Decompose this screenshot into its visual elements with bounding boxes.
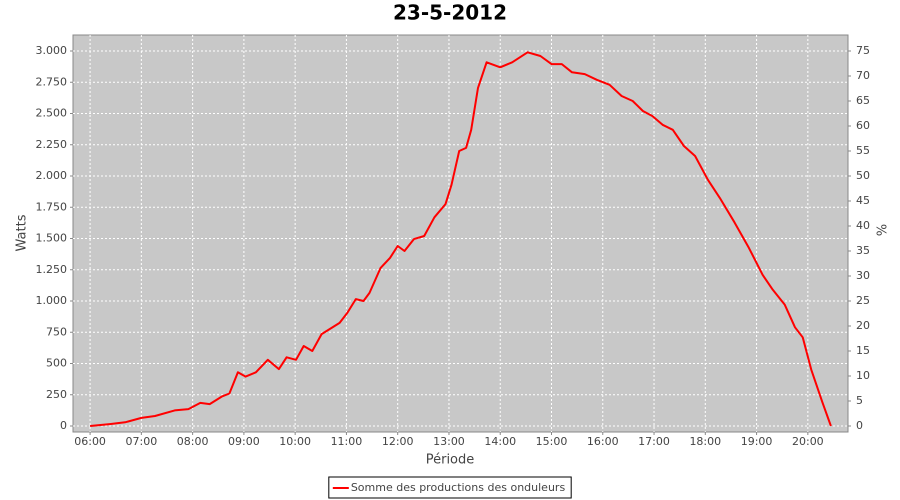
x-tick-label: 13:00 xyxy=(433,435,465,448)
y-tick-label: 2.750 xyxy=(36,75,68,88)
y2-tick-label: 20 xyxy=(856,319,870,332)
y2-tick-label: 75 xyxy=(856,44,870,57)
legend-box xyxy=(328,476,572,499)
y2-tick-label: 10 xyxy=(856,369,870,382)
y-tick-label: 250 xyxy=(46,388,67,401)
x-tick-label: 20:00 xyxy=(792,435,824,448)
y2-tick-label: 70 xyxy=(856,69,870,82)
x-tick-label: 06:00 xyxy=(74,435,106,448)
y2-tick-label: 35 xyxy=(856,244,870,257)
chart-title: 23-5-2012 xyxy=(393,1,507,25)
y-tick-label: 2.000 xyxy=(36,169,68,182)
legend-label: Somme des productions des onduleurs xyxy=(351,481,566,494)
y-axis-label: Watts xyxy=(15,214,30,251)
y-tick-label: 1.250 xyxy=(36,263,68,276)
x-tick-label: 07:00 xyxy=(126,435,158,448)
y-tick-label: 3.000 xyxy=(36,44,68,57)
y-tick-label: 1.500 xyxy=(36,232,68,245)
y2-tick-label: 15 xyxy=(856,344,870,357)
x-tick-label: 18:00 xyxy=(689,435,721,448)
x-tick-label: 12:00 xyxy=(382,435,414,448)
y2-tick-label: 30 xyxy=(856,269,870,282)
y-tick-label: 750 xyxy=(46,325,67,338)
x-tick-label: 11:00 xyxy=(331,435,363,448)
x-tick-label: 19:00 xyxy=(741,435,773,448)
y2-tick-label: 40 xyxy=(856,219,870,232)
x-tick-label: 08:00 xyxy=(177,435,209,448)
x-tick-label: 16:00 xyxy=(587,435,619,448)
x-axis-label: Période xyxy=(426,453,475,468)
y2-tick-label: 50 xyxy=(856,169,870,182)
y2-tick-label: 65 xyxy=(856,94,870,107)
y-tick-label: 1.750 xyxy=(36,200,68,213)
legend: Somme des productions des onduleurs xyxy=(328,476,572,499)
y2-tick-label: 25 xyxy=(856,294,870,307)
series-line xyxy=(90,51,832,427)
x-tick-label: 15:00 xyxy=(536,435,568,448)
x-tick-label: 10:00 xyxy=(279,435,311,448)
x-tick-label: 14:00 xyxy=(484,435,516,448)
y2-tick-label: 5 xyxy=(856,394,863,407)
y-tick-label: 1.000 xyxy=(36,294,68,307)
y2-tick-label: 55 xyxy=(856,144,870,157)
y2-tick-label: 45 xyxy=(856,194,870,207)
y-tick-label: 0 xyxy=(60,419,67,432)
y2-tick-label: 60 xyxy=(856,119,870,132)
plot-area xyxy=(72,34,849,433)
y2-axis-label: % xyxy=(873,224,888,236)
x-tick-label: 09:00 xyxy=(228,435,260,448)
y-tick-label: 500 xyxy=(46,357,67,370)
y-tick-label: 2.250 xyxy=(36,138,68,151)
y-tick-label: 2.500 xyxy=(36,107,68,120)
x-tick-label: 17:00 xyxy=(638,435,670,448)
y2-tick-label: 0 xyxy=(856,419,863,432)
